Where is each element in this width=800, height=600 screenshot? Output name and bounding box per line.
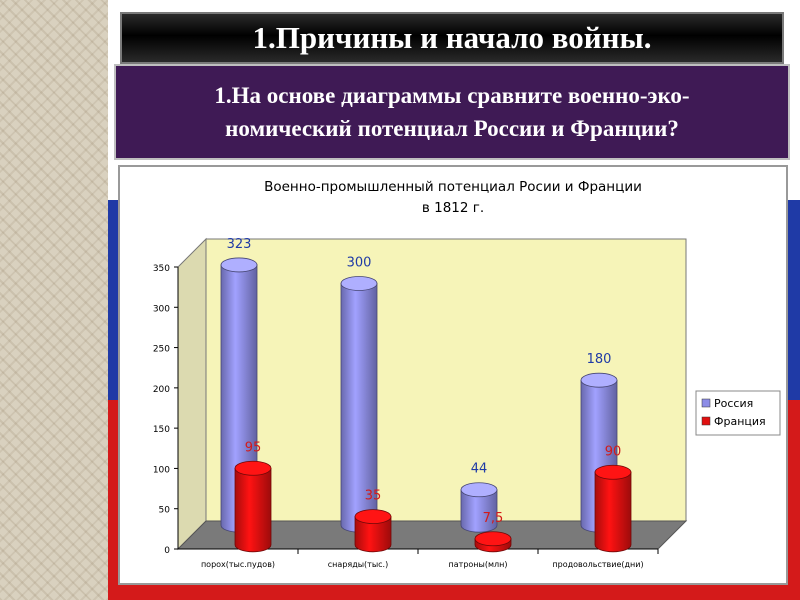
bar-top (340, 276, 378, 291)
x-tick-label: снаряды(тыс.) (328, 560, 388, 569)
y-tick-label: 250 (153, 345, 170, 355)
legend-swatch (701, 398, 711, 408)
question-text: 1.На основе диаграммы сравните военно-эк… (214, 79, 689, 145)
slide-title: 1.Причины и начало войны. (252, 20, 652, 55)
bar-top (594, 464, 632, 480)
bar-1-1 (354, 509, 392, 553)
bar-top (460, 482, 498, 498)
chart-panel: Военно-промышленный потенциал Росии и Фр… (118, 165, 788, 585)
bar-body (460, 489, 498, 533)
y-tick-label: 150 (153, 425, 170, 435)
legend-swatch (701, 416, 711, 426)
bar-1-2 (474, 531, 512, 553)
y-tick-label: 350 (153, 264, 170, 274)
legend-box (695, 390, 781, 436)
data-label: 90 (605, 444, 622, 459)
slide-title-bar: 1.Причины и начало войны. (120, 12, 784, 64)
question-box: 1.На основе диаграммы сравните военно-эк… (114, 64, 790, 160)
plot-side-wall (177, 237, 207, 551)
data-label: 7,5 (483, 511, 504, 526)
data-label: 300 (347, 255, 372, 270)
legend-label: Россия (714, 397, 753, 410)
eagle-ornament-panel (0, 0, 108, 600)
y-tick-label: 300 (153, 304, 170, 314)
bar-1-3 (594, 464, 632, 553)
legend-label: Франция (714, 415, 766, 428)
data-label: 180 (587, 352, 612, 367)
chart-subtitle: в 1812 г. (422, 200, 484, 216)
bar-1-0 (234, 460, 272, 553)
x-tick-label: продовольствие(дни) (552, 560, 643, 569)
bar-top (580, 372, 618, 388)
y-tick-label: 100 (153, 465, 170, 475)
bar-body (594, 471, 632, 553)
data-label: 323 (227, 237, 252, 252)
question-line-1: 1.На основе диаграммы сравните военно-эк… (214, 83, 690, 108)
bar-top (354, 509, 392, 525)
chart-title: Военно-промышленный потенциал Росии и Фр… (264, 179, 642, 195)
data-label: 44 (471, 462, 488, 477)
y-tick-label: 50 (159, 506, 171, 516)
y-tick-label: 200 (153, 385, 170, 395)
data-label: 95 (245, 440, 262, 455)
y-tick-label: 0 (164, 546, 170, 556)
bar-body (354, 516, 392, 553)
x-tick-label: патроны(млн) (449, 560, 508, 569)
bar-top (234, 460, 272, 476)
bar-body (234, 467, 272, 553)
bar-top (220, 257, 258, 273)
x-tick-label: порох(тыс.пудов) (201, 560, 275, 569)
question-line-2: номический потенциал России и Франции? (225, 116, 679, 141)
bar-0-2 (460, 482, 498, 533)
data-label: 35 (365, 489, 382, 504)
bar-chart: Военно-промышленный потенциал Росии и Фр… (153, 179, 781, 569)
bar-top (474, 531, 512, 547)
